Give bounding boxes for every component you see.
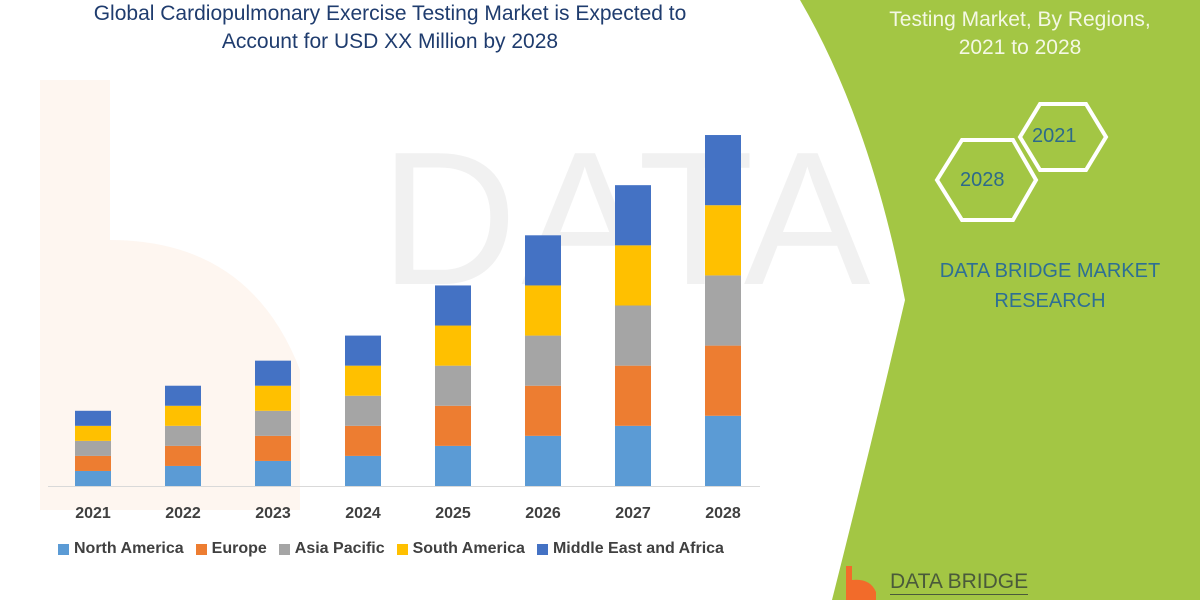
- bar-segment-2022-europe: [165, 445, 201, 466]
- x-tick-label: 2024: [345, 505, 381, 522]
- bar-segment-2024-middle-east-and-africa: [345, 335, 381, 366]
- panel-title-line1: Testing Market, By Regions,: [889, 8, 1151, 31]
- bar-segment-2026-europe: [525, 385, 561, 436]
- legend-swatch: [278, 543, 290, 555]
- legend-swatch: [396, 543, 408, 555]
- x-tick-label: 2028: [705, 505, 741, 522]
- brand-text: DATA BRIDGE MARKET RESEARCH: [900, 256, 1200, 316]
- brand-line2: RESEARCH: [994, 290, 1106, 312]
- bar-segment-2025-south-america: [435, 325, 471, 366]
- panel-title-line2: 2021 to 2028: [958, 36, 1082, 59]
- bar-segment-2021-europe: [75, 455, 111, 471]
- bar-segment-2023-middle-east-and-africa: [255, 360, 291, 386]
- stacked-bar-chart: 2021 2022 2023 2024 2025 2026 2027 2028: [48, 135, 760, 522]
- bar-segment-2023-europe: [255, 435, 291, 461]
- bar-segment-2026-south-america: [525, 285, 561, 336]
- legend: North America Europe Asia Pacific South Ame…: [58, 540, 724, 558]
- legend-label: South America: [412, 540, 525, 557]
- logo-text: DATA BRIDGE: [890, 570, 1029, 595]
- bar-segment-2021-asia-pacific: [75, 440, 111, 456]
- bar-segment-2022-asia-pacific: [165, 425, 201, 446]
- bar-segment-2028-south-america: [705, 205, 741, 276]
- legend-swatch: [58, 543, 69, 555]
- bar-segment-2026-asia-pacific: [525, 335, 561, 386]
- bar-segment-2028-asia-pacific: [705, 275, 741, 346]
- bar-segment-2025-north-america: [435, 445, 471, 486]
- x-tick-label: 2025: [435, 505, 471, 522]
- hexagon-2021: [1017, 102, 1109, 172]
- watermark-logo: [0, 40, 320, 525]
- bar-segment-2026-middle-east-and-africa: [525, 235, 561, 286]
- brand-line1: DATA BRIDGE MARKET: [939, 260, 1161, 282]
- bar-segment-2027-middle-east-and-africa: [615, 185, 651, 246]
- legend-item: Middle East and Africa: [536, 540, 724, 558]
- bar-segment-2025-asia-pacific: [435, 365, 471, 406]
- bar-segment-2021-north-america: [75, 470, 111, 486]
- bar-segment-2024-asia-pacific: [345, 395, 381, 426]
- bar-segment-2027-north-america: [615, 425, 651, 486]
- bar-segment-2028-europe: [705, 345, 741, 416]
- bar-segment-2027-south-america: [615, 245, 651, 306]
- bar-segment-2024-south-america: [345, 365, 381, 396]
- hex-label-2021: 2021: [1032, 125, 1077, 147]
- chart-title: Global Cardiopulmonary Exercise Testing …: [40, 0, 740, 56]
- bar-segment-2027-europe: [615, 365, 651, 426]
- bar-segment-2022-south-america: [165, 405, 201, 426]
- legend-swatch: [536, 543, 548, 555]
- chart-title-line1: Global Cardiopulmonary Exercise Testing …: [93, 2, 687, 25]
- chart-title-line2: Account for USD XX Million by 2028: [221, 30, 559, 53]
- bar-segment-2021-south-america: [75, 425, 111, 441]
- bar-segment-2023-south-america: [255, 385, 291, 411]
- legend-label: North America: [74, 540, 184, 557]
- hex-label-2028: 2028: [960, 169, 1005, 191]
- bar-segment-2025-middle-east-and-africa: [435, 285, 471, 326]
- bar-segment-2023-asia-pacific: [255, 410, 291, 436]
- legend-item: South America: [396, 540, 525, 558]
- bar-segment-2025-europe: [435, 405, 471, 446]
- panel-title: Testing Market, By Regions, 2021 to 2028: [860, 6, 1180, 62]
- bar-segment-2024-europe: [345, 425, 381, 456]
- legend-item: North America: [58, 540, 184, 558]
- legend-label: Middle East and Africa: [552, 540, 724, 557]
- legend-item: Europe: [195, 540, 267, 558]
- bar-segment-2026-north-america: [525, 435, 561, 486]
- x-tick-label: 2023: [255, 505, 291, 522]
- bar-segment-2022-middle-east-and-africa: [165, 385, 201, 406]
- x-tick-label: 2021: [75, 505, 111, 522]
- legend-label: Asia Pacific: [294, 540, 385, 557]
- bar-segment-2022-north-america: [165, 465, 201, 486]
- x-tick-label: 2027: [615, 505, 651, 522]
- legend-label: Europe: [211, 540, 267, 557]
- bar-segment-2028-north-america: [705, 415, 741, 486]
- bar-segment-2027-asia-pacific: [615, 305, 651, 366]
- hexagon-2028: [934, 138, 1039, 222]
- bar-segment-2024-north-america: [345, 455, 381, 486]
- x-tick-label: 2026: [525, 505, 561, 522]
- bar-segment-2028-middle-east-and-africa: [705, 135, 741, 206]
- logo-icon: [846, 566, 876, 600]
- bar-segment-2021-middle-east-and-africa: [75, 410, 111, 426]
- legend-swatch: [195, 543, 207, 555]
- bar-segment-2023-north-america: [255, 460, 291, 486]
- x-tick-label: 2022: [165, 505, 201, 522]
- legend-item: Asia Pacific: [278, 540, 385, 558]
